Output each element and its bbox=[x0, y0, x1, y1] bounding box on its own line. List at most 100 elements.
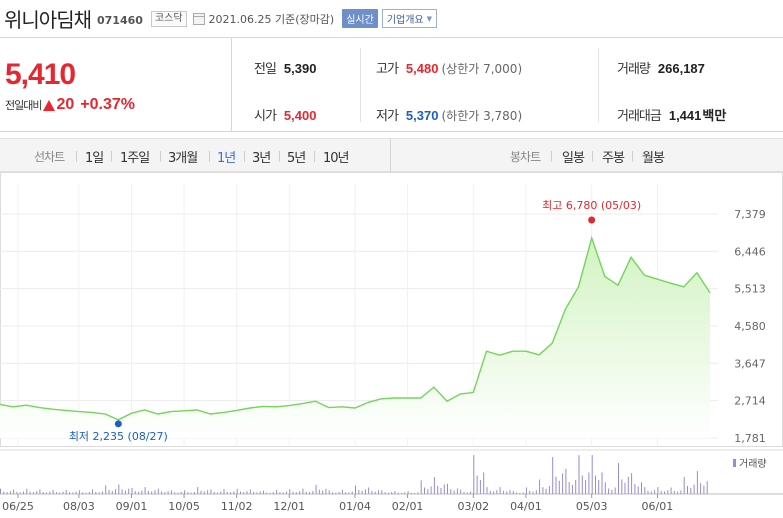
volume-bar bbox=[427, 489, 429, 494]
volume-bar bbox=[443, 484, 445, 494]
tab-1d[interactable]: 1일 bbox=[85, 151, 104, 166]
volume-bar bbox=[62, 491, 64, 494]
volume-bar bbox=[203, 491, 205, 494]
volume-bar bbox=[440, 487, 442, 494]
volume-bar bbox=[305, 491, 307, 494]
volume-bar bbox=[111, 490, 113, 494]
volume-bar bbox=[266, 492, 268, 494]
chevron-down-icon: ▼ bbox=[426, 14, 433, 23]
volume-bar bbox=[522, 492, 524, 494]
tab-3y[interactable]: 3년 bbox=[252, 151, 271, 166]
volume-bar bbox=[499, 487, 501, 494]
tab-5y[interactable]: 5년 bbox=[287, 151, 306, 166]
volume-bar bbox=[23, 491, 24, 494]
change-label: 전일대비 bbox=[5, 99, 42, 112]
price-line bbox=[0, 235, 711, 421]
volume-bar bbox=[657, 487, 659, 494]
volume-bar bbox=[75, 491, 77, 494]
tab-1w[interactable]: 1주일 bbox=[120, 151, 150, 166]
volume-bar bbox=[223, 489, 225, 494]
volume-bar bbox=[545, 488, 547, 494]
x-tick-label: 08/03 bbox=[63, 500, 95, 513]
volume-bar bbox=[453, 490, 455, 494]
volume-bar bbox=[312, 491, 314, 494]
volume-label: 거래량 bbox=[739, 458, 767, 470]
volume-bar bbox=[601, 472, 603, 494]
volume-bar bbox=[558, 480, 560, 494]
volume-bar bbox=[279, 492, 281, 494]
volume-bar bbox=[424, 487, 425, 494]
up-arrow-icon bbox=[43, 99, 56, 111]
stat-value: 5,370 bbox=[405, 108, 439, 123]
volume-bar bbox=[13, 489, 15, 494]
volume-bar bbox=[525, 487, 527, 494]
volume-bar bbox=[509, 490, 511, 494]
volume-bar bbox=[131, 487, 133, 494]
volume-bar bbox=[69, 492, 70, 494]
tab-monthly-candle[interactable]: 월봉 bbox=[642, 151, 665, 166]
tab-daily-candle[interactable]: 일봉 bbox=[562, 151, 585, 166]
x-tick-label: 10/05 bbox=[168, 500, 200, 513]
tab-weekly-candle[interactable]: 주봉 bbox=[602, 151, 625, 166]
volume-bar bbox=[295, 492, 297, 494]
volume-bar bbox=[680, 490, 682, 494]
stock-name: 위니아딤채 bbox=[4, 8, 92, 32]
tab-separator bbox=[111, 151, 112, 162]
volume-bar bbox=[591, 455, 593, 494]
volume-bar bbox=[121, 489, 123, 494]
stat-label: 고가 bbox=[376, 62, 399, 77]
volume-bar bbox=[197, 487, 199, 494]
tab-3m[interactable]: 3개월 bbox=[168, 151, 198, 166]
company-info-button[interactable]: 기업개요 ▼ bbox=[381, 9, 438, 28]
volume-bar bbox=[493, 491, 495, 494]
volume-bar bbox=[138, 491, 140, 494]
tab-separator bbox=[632, 151, 633, 162]
volume-bar bbox=[407, 491, 409, 494]
volume-bar bbox=[621, 479, 623, 494]
volume-bar bbox=[108, 489, 110, 494]
volume-bar bbox=[611, 489, 613, 494]
volume-bar bbox=[338, 492, 340, 494]
volume-bar bbox=[253, 491, 255, 494]
volume-bar bbox=[627, 476, 629, 494]
realtime-button[interactable]: 실시간 bbox=[342, 9, 378, 28]
volume-bar bbox=[489, 490, 491, 494]
volume-bar bbox=[358, 490, 360, 494]
price-chart[interactable]: 7,379 6,446 5,513 4,580 3,647 2,714 1,781 최고 6… bbox=[0, 172, 783, 518]
volume-bar bbox=[128, 488, 130, 494]
volume-bar bbox=[226, 491, 228, 494]
volume-bar bbox=[437, 486, 439, 494]
volume-bar bbox=[529, 490, 531, 494]
volume-bar bbox=[6, 492, 8, 494]
stat-low: 저가 5,370 (하한가 3,780) bbox=[376, 105, 522, 124]
y-tick-label: 7,379 bbox=[734, 208, 766, 221]
volume-bar bbox=[144, 487, 146, 494]
volume-bar bbox=[9, 491, 11, 494]
volume-bar bbox=[391, 492, 393, 494]
volume-bar bbox=[683, 477, 685, 494]
volume-bar bbox=[210, 489, 212, 494]
volume-bar bbox=[29, 491, 31, 494]
volume-bar bbox=[568, 482, 570, 494]
y-tick-label: 6,446 bbox=[734, 245, 766, 258]
volume-bar bbox=[193, 492, 195, 494]
volume-bar bbox=[575, 480, 577, 494]
lower-limit: (하한가 3,780) bbox=[441, 109, 523, 123]
x-tick-label: 06/25 bbox=[2, 500, 34, 513]
volume-bar bbox=[134, 491, 136, 494]
volume-bar bbox=[700, 483, 702, 494]
volume-bar bbox=[555, 476, 557, 494]
tab-1y[interactable]: 1년 bbox=[217, 151, 236, 166]
chart-period-tabs: 선차트 1일 1주일 3개월 1년 3년 5년 10년 봉차트 일봉 주봉 월봉 bbox=[0, 138, 783, 173]
tab-10y[interactable]: 10년 bbox=[323, 151, 349, 166]
volume-bar bbox=[269, 492, 271, 494]
volume-bar bbox=[345, 492, 347, 494]
volume-bar bbox=[177, 492, 179, 494]
volume-bar bbox=[677, 491, 679, 494]
volume-bar bbox=[315, 484, 317, 494]
volume-bar bbox=[571, 484, 573, 494]
volume-bar bbox=[532, 491, 534, 494]
volume-bar bbox=[36, 491, 38, 494]
volume-bar bbox=[381, 490, 383, 494]
volume-bar bbox=[361, 490, 363, 494]
